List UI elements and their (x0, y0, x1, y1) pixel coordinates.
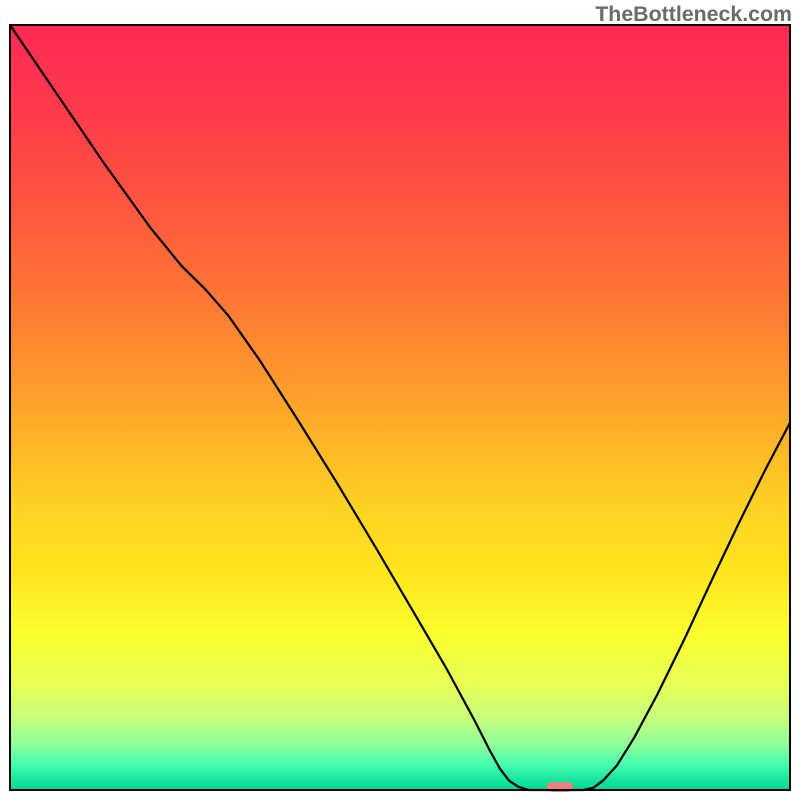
chart-svg (0, 0, 800, 800)
watermark-text: TheBottleneck.com (595, 2, 792, 27)
bottleneck-chart: TheBottleneck.com (0, 0, 800, 800)
chart-background (10, 25, 790, 790)
